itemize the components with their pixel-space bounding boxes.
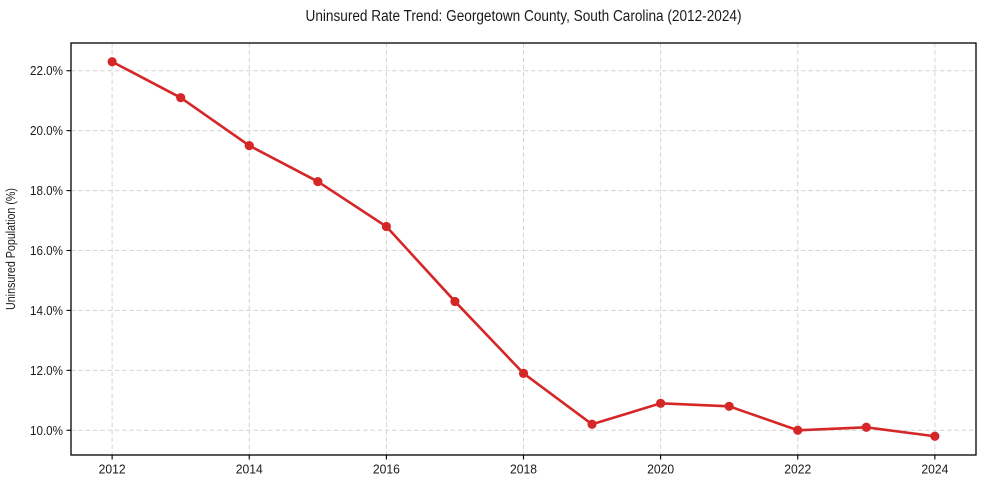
x-tick-label: 2022: [784, 462, 811, 477]
y-tick-label: 18.0%: [30, 183, 63, 198]
data-point: [930, 431, 940, 441]
x-tick-label: 2012: [99, 462, 126, 477]
x-tick-label: 2018: [510, 462, 537, 477]
data-point: [381, 221, 391, 232]
y-tick-label: 12.0%: [30, 363, 63, 378]
x-tick-label: 2014: [236, 462, 263, 477]
data-point: [244, 141, 254, 151]
grid-layer: [71, 43, 976, 455]
data-point: [861, 422, 871, 432]
y-axis-label: Uninsured Population (%): [4, 188, 18, 310]
y-tick-label: 10.0%: [30, 423, 63, 438]
y-tick-label: 22.0%: [30, 63, 63, 78]
x-tick-label: 2020: [647, 462, 674, 477]
data-point: [656, 398, 666, 408]
series-layer: [107, 57, 940, 441]
data-point: [313, 176, 323, 187]
data-point: [793, 425, 803, 435]
x-tick-label: 2024: [921, 462, 948, 477]
y-tick-label: 20.0%: [30, 123, 63, 138]
data-point: [518, 368, 529, 378]
axis-layer: 2012 2014 2016 2018 2020 2022 2024 10.0% 12.0% 14…: [30, 42, 977, 477]
data-point: [176, 93, 186, 103]
y-tick-label: 14.0%: [30, 303, 63, 318]
data-point: [450, 296, 460, 307]
x-tick-label: 2016: [373, 462, 400, 477]
chart-title: Uninsured Rate Trend: Georgetown County,…: [306, 8, 742, 25]
data-point: [107, 57, 117, 67]
data-point: [724, 401, 734, 411]
y-tick-label: 16.0%: [30, 243, 63, 258]
data-point: [587, 419, 597, 429]
